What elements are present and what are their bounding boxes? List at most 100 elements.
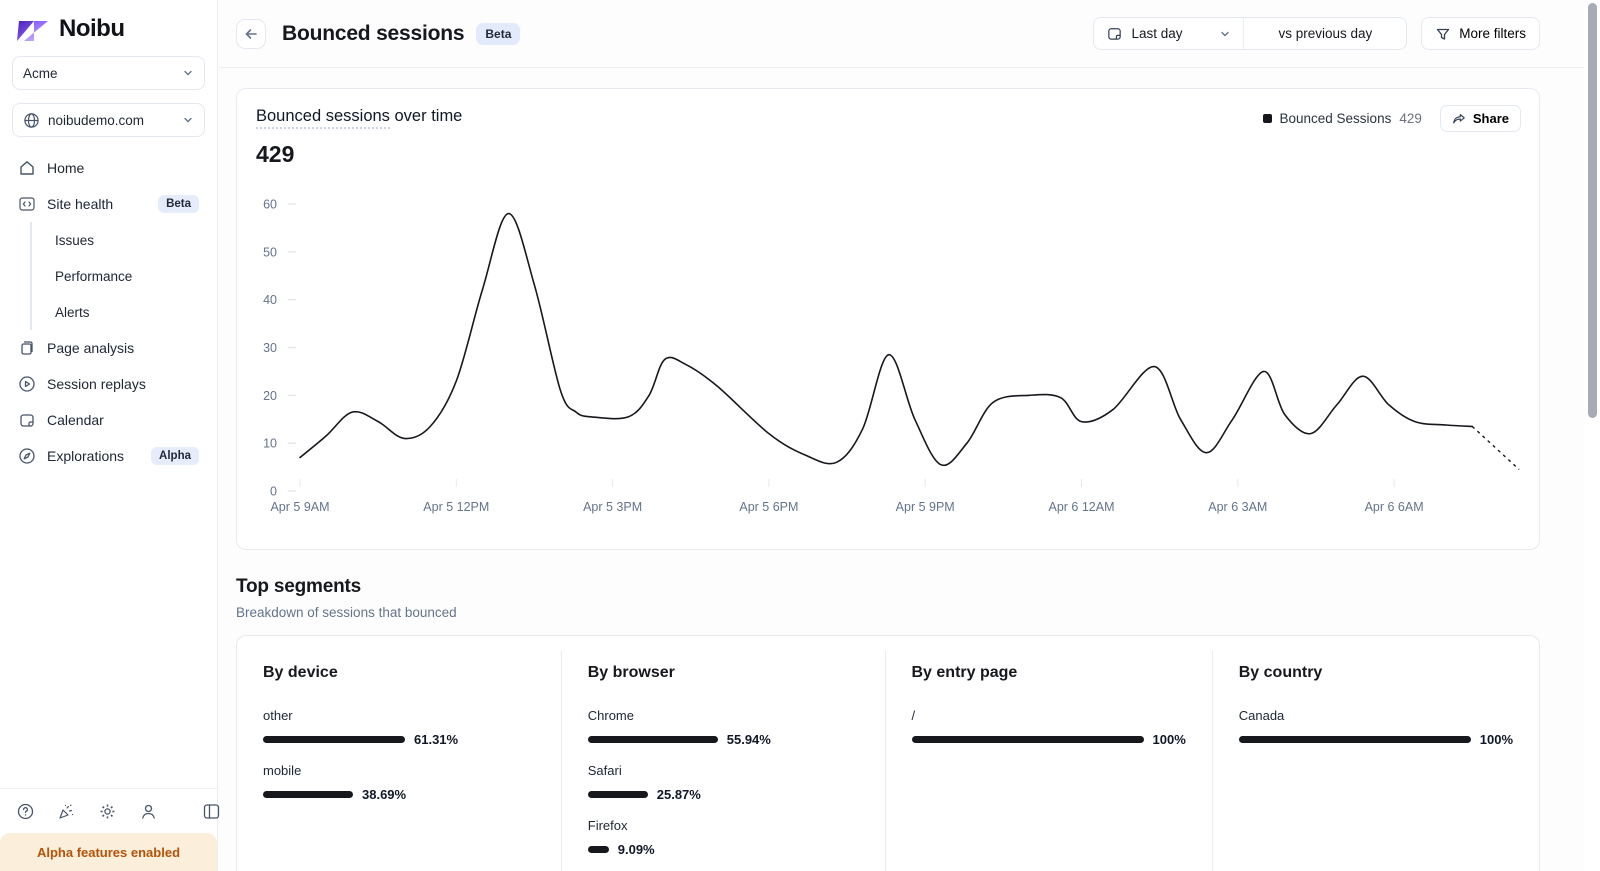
sidebar-item-explorations[interactable]: Explorations Alpha <box>12 438 205 474</box>
legend-label: Bounced Sessions <box>1279 111 1392 126</box>
content-area: Bounced sessions over time 429 Bounced S… <box>219 68 1600 871</box>
site-selector[interactable]: noibudemo.com <box>12 103 205 137</box>
segment-column: By entry page / 100% <box>884 651 1212 871</box>
svg-text:Apr 5 3PM: Apr 5 3PM <box>583 500 642 514</box>
beta-badge: Beta <box>476 22 521 45</box>
org-selector[interactable]: Acme <box>12 56 205 90</box>
segment-percentage: 25.87% <box>656 787 701 802</box>
page-header: Bounced sessions Beta Last day vs previo… <box>219 0 1600 68</box>
segment-row: mobile 38.69% <box>263 763 535 802</box>
noibu-logo-icon <box>14 14 50 44</box>
date-range-value: Last day <box>1131 26 1183 41</box>
legend-swatch <box>1262 114 1272 123</box>
more-filters-button[interactable]: More filters <box>1421 17 1540 50</box>
segment-column: By country Canada 100% <box>1211 651 1539 871</box>
sidebar-item-page-analysis[interactable]: Page analysis <box>12 330 205 366</box>
segments-title: Top segments <box>236 576 361 597</box>
svg-text:Apr 5 12PM: Apr 5 12PM <box>423 500 489 514</box>
user-icon[interactable] <box>139 801 158 821</box>
svg-text:30: 30 <box>263 341 277 355</box>
share-button[interactable]: Share <box>1439 105 1521 132</box>
svg-text:10: 10 <box>263 437 277 451</box>
whats-new-icon[interactable] <box>57 801 76 821</box>
more-filters-label: More filters <box>1459 26 1526 41</box>
sidebar-item-site-health[interactable]: Site health Beta <box>12 186 205 222</box>
svg-text:Apr 5 9AM: Apr 5 9AM <box>270 500 329 514</box>
segment-percentage: 100% <box>1479 732 1513 747</box>
sidebar-item-session-replays[interactable]: Session replays <box>12 366 205 402</box>
chart-title: Bounced sessions over time <box>256 107 463 129</box>
top-segments-card: By device other 61.31% mobile 38.69% By brows… <box>236 635 1540 871</box>
segment-column: By device other 61.31% mobile 38.69% <box>237 651 561 871</box>
scrollbar-thumb[interactable] <box>1588 3 1597 418</box>
help-icon[interactable] <box>16 801 35 821</box>
globe-icon <box>23 112 40 129</box>
share-label: Share <box>1472 111 1509 126</box>
segment-bar <box>263 791 353 798</box>
chevron-down-icon <box>182 67 194 79</box>
comparison-selector[interactable]: vs previous day <box>1244 18 1406 49</box>
segment-bar <box>1238 736 1471 743</box>
sidebar-item-label: Site health <box>47 196 114 212</box>
svg-text:Apr 6 6AM: Apr 6 6AM <box>1365 500 1424 514</box>
segment-row: Safari 25.87% <box>587 763 859 802</box>
segment-percentage: 55.94% <box>726 732 771 747</box>
sidebar-item-home[interactable]: Home <box>12 150 205 186</box>
segment-row: Firefox 9.09% <box>587 818 859 857</box>
segment-percentage: 38.69% <box>362 787 407 802</box>
pages-icon <box>18 339 36 357</box>
beta-badge: Beta <box>158 195 199 213</box>
back-button[interactable] <box>236 18 266 49</box>
calendar-icon <box>1106 25 1123 42</box>
segment-label: Canada <box>1238 708 1285 723</box>
code-icon <box>18 195 36 213</box>
segment-label: Chrome <box>587 708 634 723</box>
segment-label: other <box>263 708 293 723</box>
svg-text:20: 20 <box>263 389 277 403</box>
sidebar-item-performance[interactable]: Performance <box>49 258 205 294</box>
line-chart: 0 10 20 30 40 50 60 Apr 5 9AM Apr 5 12PM Apr 5 3P… <box>237 89 1539 551</box>
sidebar-item-label: Explorations <box>47 448 125 464</box>
legend-bounced-sessions[interactable]: Bounced Sessions 429 <box>1262 111 1422 126</box>
segment-label: Safari <box>587 763 622 778</box>
alpha-banner-text: Alpha features enabled <box>36 844 181 860</box>
segment-label: Firefox <box>587 818 628 833</box>
sidebar-item-label: Home <box>47 160 85 176</box>
date-range-selector[interactable]: Last day <box>1094 18 1245 49</box>
brand-logo[interactable]: Noibu <box>12 10 205 56</box>
comparison-value: vs previous day <box>1278 26 1373 41</box>
segment-column-title: By country <box>1238 664 1323 681</box>
svg-text:Apr 5 6PM: Apr 5 6PM <box>739 500 798 514</box>
date-range-group: Last day vs previous day <box>1093 17 1408 50</box>
calendar-icon <box>18 411 36 429</box>
segment-bar <box>587 736 718 743</box>
svg-text:0: 0 <box>270 485 277 499</box>
svg-text:Apr 6 12AM: Apr 6 12AM <box>1048 500 1114 514</box>
svg-text:60: 60 <box>263 198 277 212</box>
segment-column-title: By entry page <box>911 664 1018 681</box>
segment-row: / 100% <box>911 708 1186 747</box>
sidebar-item-issues[interactable]: Issues <box>49 222 205 258</box>
segment-column: By browser Chrome 55.94% Safari 25.87% Firefo… <box>560 651 885 871</box>
segment-column-title: By browser <box>587 664 675 681</box>
collapse-sidebar-icon[interactable] <box>202 801 221 821</box>
scrollbar-track <box>1584 0 1600 871</box>
sidebar-item-alerts[interactable]: Alerts <box>49 294 205 330</box>
segments-subtitle: Breakdown of sessions that bounced <box>236 605 457 620</box>
share-icon <box>1452 112 1466 126</box>
chart-title-secondary: over time <box>389 107 463 125</box>
segment-row: Chrome 55.94% <box>587 708 859 747</box>
alpha-badge: Alpha <box>151 447 199 465</box>
svg-text:40: 40 <box>263 293 277 307</box>
brand-name: Noibu <box>59 15 125 42</box>
sidebar-item-label: Calendar <box>47 412 104 428</box>
sidebar-item-label: Alerts <box>55 304 90 320</box>
svg-text:Apr 5 9PM: Apr 5 9PM <box>896 500 955 514</box>
sidebar-item-calendar[interactable]: Calendar <box>12 402 205 438</box>
segment-label: / <box>911 708 916 723</box>
segment-percentage: 9.09% <box>617 842 655 857</box>
segment-percentage: 61.31% <box>414 732 459 747</box>
settings-gear-icon[interactable] <box>98 801 117 821</box>
sidebar-item-label: Performance <box>55 268 133 284</box>
bounced-sessions-chart-card: Bounced sessions over time 429 Bounced S… <box>236 88 1540 550</box>
